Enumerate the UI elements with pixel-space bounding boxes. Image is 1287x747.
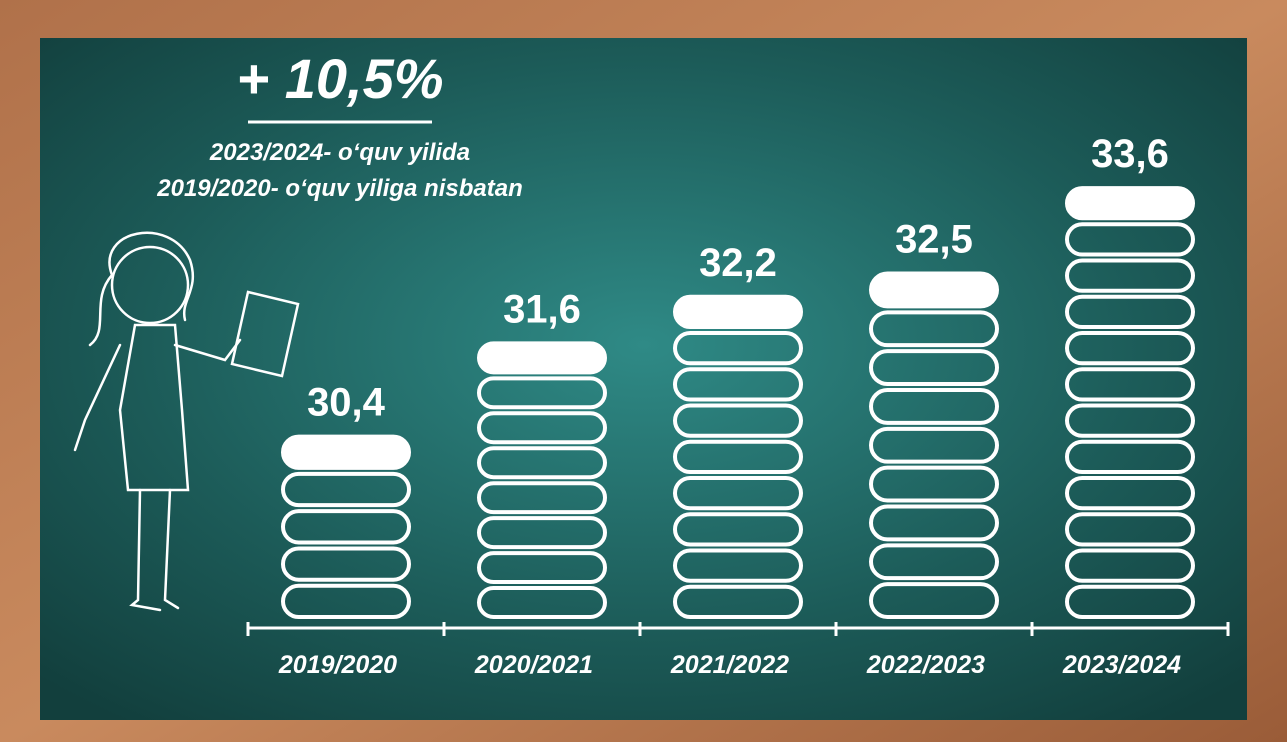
bar-ring	[869, 465, 999, 503]
bar-ring	[673, 548, 803, 583]
bar-ring	[673, 476, 803, 511]
bar-ring	[1065, 512, 1195, 547]
bar-ring	[1065, 222, 1195, 257]
bar-ring	[869, 543, 999, 581]
x-tick-label: 2022/2023	[866, 651, 985, 679]
subtitle: 2023/2024- o‘quv yilida	[209, 139, 470, 166]
bar	[869, 271, 999, 620]
bar	[281, 434, 411, 619]
bar-ring	[1065, 584, 1195, 619]
bar-ring	[1065, 367, 1195, 402]
bar-ring	[477, 376, 607, 410]
bar	[1065, 186, 1195, 619]
bar-cap	[281, 434, 411, 470]
bar-ring	[1065, 258, 1195, 293]
subtitle: 2019/2020- o‘quv yiliga nisbatan	[156, 175, 522, 202]
bar-ring	[1065, 403, 1195, 438]
x-tick-label: 2021/2022	[670, 651, 789, 679]
bar-ring	[477, 551, 607, 585]
bar-ring	[477, 481, 607, 515]
title: + 10,5%	[236, 47, 443, 110]
value-label: 32,2	[699, 241, 777, 285]
bar-ring	[477, 411, 607, 445]
bar	[477, 341, 607, 619]
value-label: 31,6	[503, 287, 581, 331]
bar-ring	[1065, 294, 1195, 330]
bar-ring	[1065, 476, 1195, 511]
bar	[673, 294, 803, 619]
bar-ring	[673, 331, 803, 366]
bar-cap	[673, 294, 803, 330]
bar-ring	[281, 546, 411, 582]
bar-ring	[281, 471, 411, 508]
bar-ring	[477, 446, 607, 480]
bar-ring	[1065, 439, 1195, 475]
x-tick-label: 2020/2021	[474, 651, 593, 679]
bar-ring	[869, 504, 999, 542]
bar-ring	[869, 310, 999, 348]
value-label: 30,4	[307, 381, 386, 425]
bar-ring	[869, 349, 999, 386]
bar-ring	[673, 367, 803, 402]
value-label: 32,5	[895, 218, 973, 262]
bar-cap	[1065, 186, 1195, 221]
bar-ring	[673, 403, 803, 438]
bar-ring	[673, 439, 803, 475]
bar-ring	[1065, 548, 1195, 583]
value-label: 33,6	[1091, 132, 1169, 176]
bar-ring	[477, 516, 607, 550]
bar-ring	[869, 582, 999, 620]
x-tick-label: 2019/2020	[278, 651, 397, 679]
bar-ring	[869, 426, 999, 464]
teacher-sketch	[73, 231, 300, 612]
bar-cap	[477, 341, 607, 375]
bar-ring	[281, 509, 411, 545]
bar-cap	[869, 271, 999, 309]
board	[40, 38, 1247, 720]
bar-ring	[477, 586, 607, 619]
bar-ring	[673, 584, 803, 619]
x-tick-label: 2023/2024	[1062, 651, 1181, 679]
bar-ring	[673, 512, 803, 547]
bar-ring	[869, 388, 999, 425]
bar-ring	[281, 583, 411, 619]
bar-ring	[1065, 331, 1195, 366]
